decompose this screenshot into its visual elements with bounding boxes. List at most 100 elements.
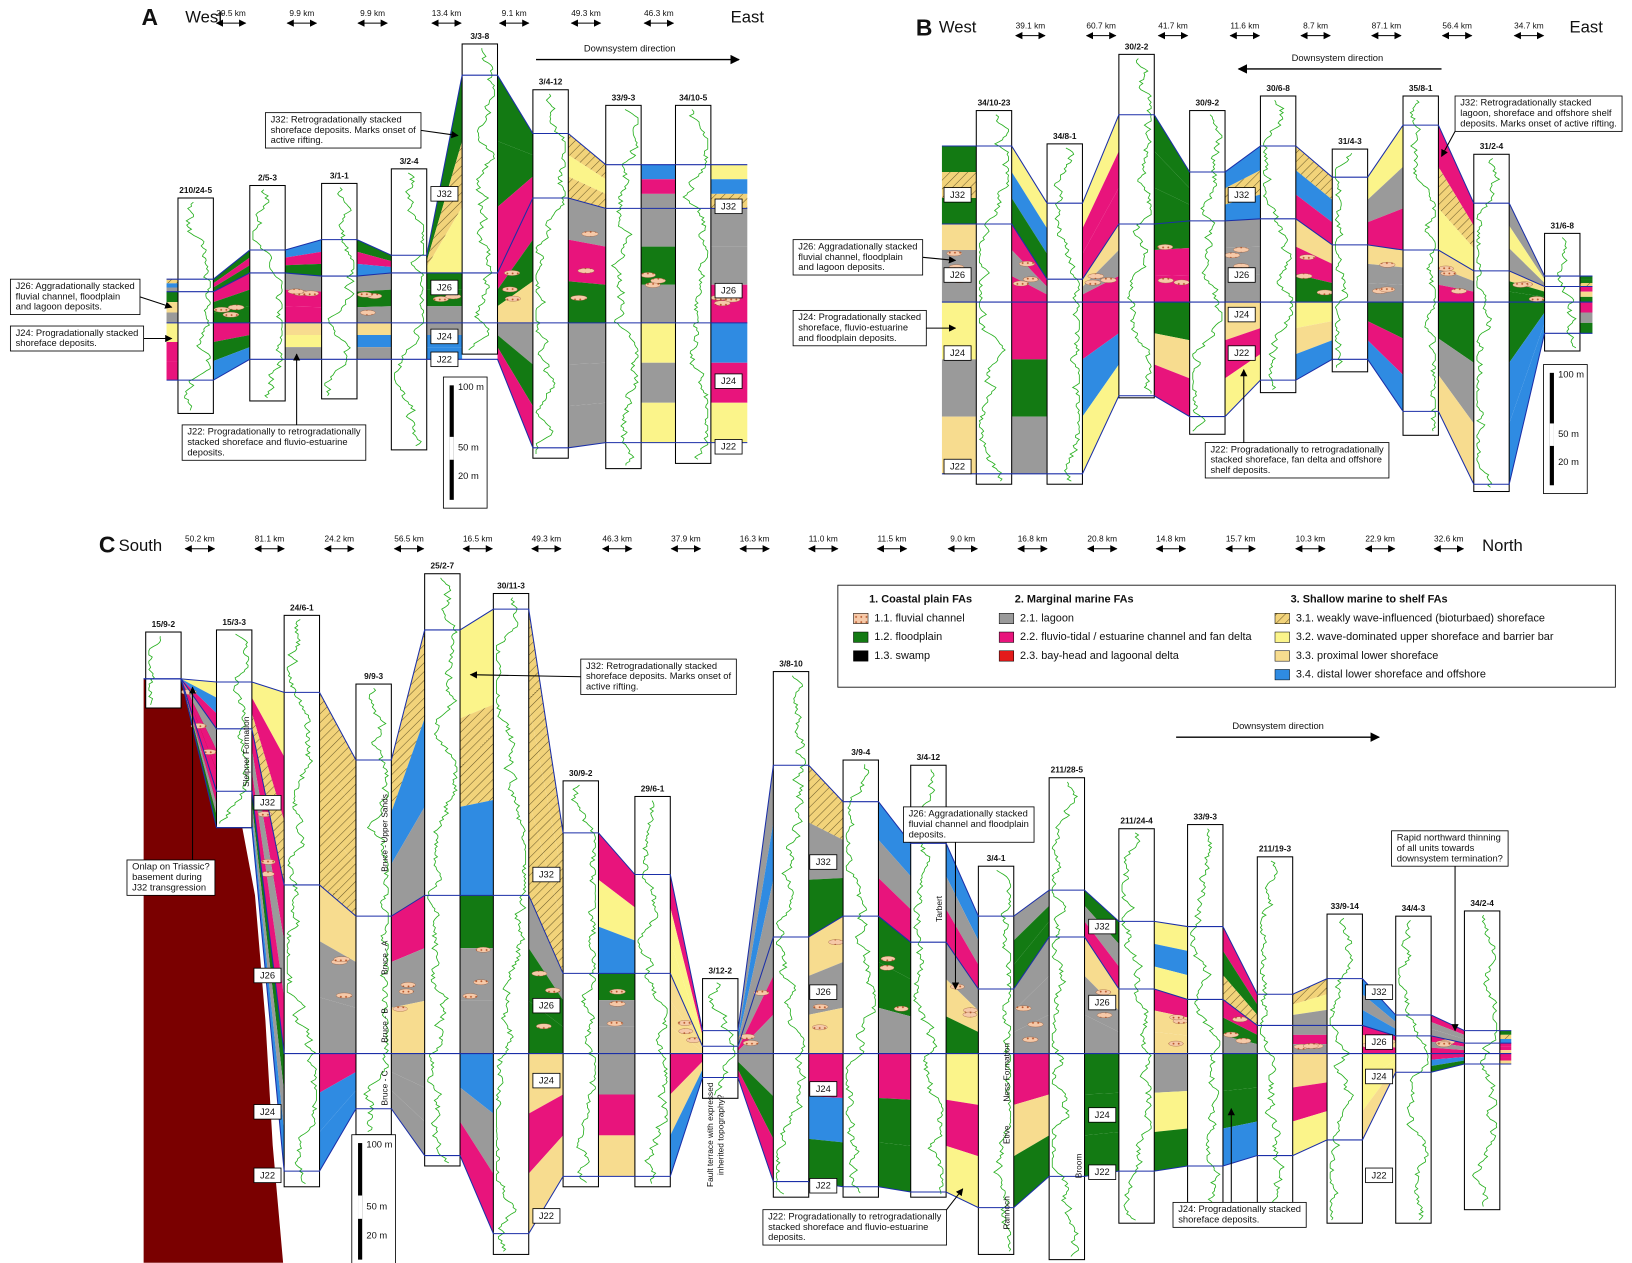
well-column <box>606 105 641 468</box>
annotation-text: downsystem termination? <box>1397 853 1503 863</box>
well-name: 34/10-5 <box>679 92 708 102</box>
zone-label: J22 <box>437 354 452 364</box>
fluvial-lens <box>1100 277 1116 282</box>
legend-label: 2.3. bay-head and lagoonal delta <box>1020 650 1180 662</box>
fluvial-lens <box>1437 1042 1452 1047</box>
distance-label: 20.8 km <box>1087 534 1117 544</box>
fluvial-lens <box>1317 290 1333 295</box>
annotation: J26: Aggradationally stackedfluvial chan… <box>793 240 923 275</box>
facies-fill <box>1154 248 1189 276</box>
well-name: 15/3-3 <box>222 617 246 627</box>
facies-fill <box>942 146 976 172</box>
facies-fill <box>711 323 747 363</box>
fluvial-lens <box>609 1001 625 1006</box>
direction-start: South <box>119 536 163 555</box>
well-column <box>1332 149 1367 372</box>
fluvial-lens <box>881 956 895 961</box>
well-column <box>146 632 181 708</box>
facies-fill <box>568 281 605 323</box>
well-name: 3/12-2 <box>708 966 732 976</box>
facies-fill <box>598 1054 634 1095</box>
well-name: 34/10-23 <box>978 97 1011 107</box>
zone-label: J32 <box>437 189 452 199</box>
legend-label: 1.2. floodplain <box>874 631 942 643</box>
facies-fill <box>167 283 178 287</box>
facies-fill <box>641 323 675 363</box>
well-column <box>1403 96 1438 435</box>
fluvial-lens <box>582 231 598 236</box>
facies-fill <box>946 1146 978 1208</box>
scale-label: 50 m <box>366 1201 387 1211</box>
fluvial-lens <box>894 1006 908 1011</box>
annotation-text: shoreface, fluvio-estuarine <box>798 323 908 333</box>
formation-label: Bruce - B <box>379 1008 389 1043</box>
annotation: J26: Aggradationally stackedfluvial chan… <box>10 279 140 314</box>
fluvial-lens <box>963 1012 977 1017</box>
well-name: 3/2-4 <box>400 156 419 166</box>
scale-bar-gap <box>1550 423 1554 445</box>
facies-fill <box>460 1001 493 1054</box>
facies-fill <box>1293 1025 1327 1034</box>
distance-label: 9.9 km <box>360 8 385 18</box>
facies-fill <box>942 359 976 416</box>
direction-label: Downsystem direction <box>1292 53 1384 63</box>
well-column <box>533 90 568 458</box>
facies-fill <box>167 288 178 292</box>
annotation-text: lagoon, shoreface and offshore shelf <box>1460 108 1612 118</box>
annotation-text: Onlap on Triassic? <box>132 862 210 872</box>
distance-label: 60.7 km <box>1086 20 1116 30</box>
figure: 210/24-52/5-33/1-13/2-43/3-83/4-1233/9-3… <box>0 0 1632 1263</box>
scale-label: 20 m <box>458 471 479 481</box>
facies-fill <box>498 75 533 155</box>
legend-swatch <box>1275 613 1290 623</box>
facies-fill <box>460 609 493 718</box>
fluvial-lens <box>228 305 244 310</box>
fluvial-lens <box>476 947 491 952</box>
distance-label: 15.7 km <box>1226 534 1256 544</box>
facies-fill <box>946 1054 978 1105</box>
well-column <box>493 594 528 1255</box>
fluvial-lens <box>545 988 560 993</box>
direction-start: West <box>939 18 977 37</box>
direction-end: East <box>1570 18 1604 37</box>
fluvial-lens <box>214 307 230 312</box>
facies-fill <box>641 403 675 443</box>
well-name: 25/2-7 <box>431 561 455 571</box>
annotation-text: stacked shoreface, fan delta and offshor… <box>1210 455 1382 465</box>
direction-label: Downsystem direction <box>584 44 676 54</box>
fluvial-lens <box>1016 1006 1032 1011</box>
facies-fill <box>1225 219 1260 248</box>
fluvial-lens <box>880 965 894 970</box>
annotation-text: J32: Retrogradationally stacked <box>586 661 717 671</box>
facies-fill <box>1293 1035 1327 1044</box>
annotation-text: deposits. <box>909 829 946 839</box>
fluvial-lens <box>1513 282 1529 287</box>
well-name: 2/5-3 <box>258 172 277 182</box>
facies-fill <box>942 224 976 250</box>
well-name: 35/8-1 <box>1409 83 1433 93</box>
well-column <box>1327 914 1362 1223</box>
facies-fill <box>1500 1039 1511 1043</box>
annotation-text: J24: Progradationally stacked <box>1178 1204 1301 1214</box>
fluvial-lens <box>336 993 352 998</box>
distance-label: 11.5 km <box>878 534 907 544</box>
facies-fill <box>1223 1088 1257 1129</box>
fluvial-lens <box>1232 1017 1247 1022</box>
fluvial-lens <box>502 287 518 292</box>
distance-label: 11.0 km <box>809 534 838 544</box>
distance-label: 29.5 km <box>216 8 246 18</box>
well-name: 33/9-3 <box>1193 811 1217 821</box>
facies-fill <box>357 347 391 359</box>
fluvial-lens <box>504 270 520 275</box>
facies-fill <box>167 323 178 342</box>
annotation-text: shoreface deposits. Marks onset of <box>271 125 417 135</box>
zone-label: J26 <box>950 270 965 280</box>
distance-label: 56.5 km <box>394 534 424 544</box>
fluvial-lens <box>1438 266 1454 271</box>
well-name: 211/19-3 <box>1259 844 1292 854</box>
distance-label: 34.7 km <box>1514 20 1544 30</box>
legend-label: 3.2. wave-dominated upper shoreface and … <box>1296 631 1554 643</box>
zone-label: J24 <box>260 1107 275 1117</box>
zone-label: J24 <box>816 1084 831 1094</box>
